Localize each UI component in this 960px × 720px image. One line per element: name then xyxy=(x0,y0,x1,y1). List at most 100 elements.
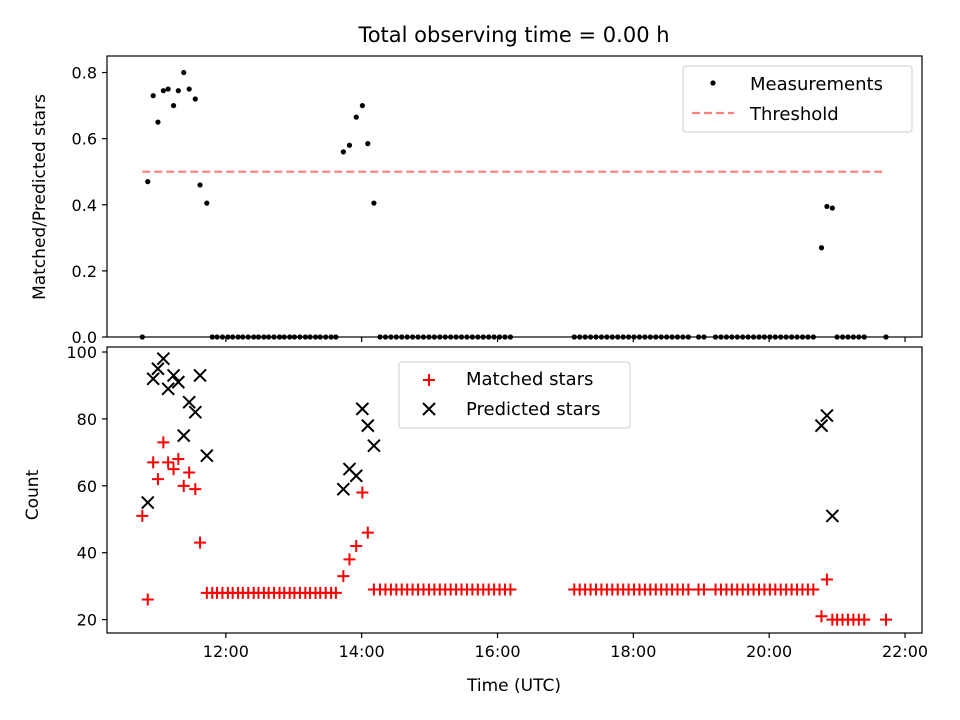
measurement-point xyxy=(155,119,161,125)
bottom-legend-box xyxy=(398,361,631,429)
predicted-legend-label: Predicted stars xyxy=(466,399,600,420)
matched-star-point xyxy=(157,436,170,449)
top-axes-frame xyxy=(106,55,923,338)
top-ytick-label: 0.0 xyxy=(72,328,97,347)
matched-star-point xyxy=(172,453,185,466)
predicted-star-point xyxy=(171,375,186,389)
measurement-point xyxy=(824,203,830,210)
measurements-legend-marker xyxy=(710,80,716,86)
predicted-star-point xyxy=(200,449,214,463)
xtick-label: 18:00 xyxy=(610,642,656,661)
predicted-star-point xyxy=(193,368,207,383)
measurement-point xyxy=(371,200,377,206)
measurement-point xyxy=(818,245,825,251)
bottom-ytick-label: 80 xyxy=(77,410,97,429)
matched-star-point xyxy=(820,573,833,586)
top-ytick-label: 0.2 xyxy=(72,262,97,281)
matched-star-point xyxy=(189,483,202,496)
measurement-point xyxy=(353,114,359,120)
top-ytick-label: 0.8 xyxy=(72,64,97,83)
top-legend-box xyxy=(682,65,913,133)
matched-star-point xyxy=(194,536,207,549)
matched-star-point xyxy=(147,456,160,469)
measurements-legend-label: Measurements xyxy=(750,74,883,95)
xtick-label: 20:00 xyxy=(746,642,792,661)
bottom-ytick-label: 60 xyxy=(77,477,97,496)
bottom-xlabel: Time (UTC) xyxy=(466,676,561,696)
matched-star-point xyxy=(162,456,175,469)
predicted-star-point xyxy=(146,372,160,386)
top-axes: 0.0 0.2 0.4 0.6 0.8 xyxy=(72,55,923,347)
predicted-star-point xyxy=(355,402,370,416)
predicted-star-point xyxy=(156,352,171,366)
matched-star-point xyxy=(343,553,356,566)
matched-star-point xyxy=(177,479,190,492)
measurement-point xyxy=(192,96,198,102)
bottom-legend: Matched stars Predicted stars xyxy=(398,361,631,429)
measurement-point xyxy=(145,179,151,185)
xtick-label: 12:00 xyxy=(203,642,249,661)
matched-star-point xyxy=(880,613,893,626)
measurement-point xyxy=(160,88,166,94)
predicted-star-point xyxy=(177,428,191,443)
matched-star-point xyxy=(361,526,374,539)
matched-star-point xyxy=(167,463,180,476)
chart-title: Total observing time = 0.00 h xyxy=(357,23,669,47)
predicted-star-point xyxy=(814,418,829,433)
matched-star-point xyxy=(136,509,149,522)
measurement-point xyxy=(359,102,365,109)
top-ytick-label: 0.4 xyxy=(72,196,97,215)
measurement-point xyxy=(165,86,171,92)
matched-star-point xyxy=(183,466,196,479)
top-ylabel: Matched/Predicted stars xyxy=(30,94,50,300)
bottom-ytick-label: 40 xyxy=(77,544,97,563)
measurement-point xyxy=(197,182,203,188)
matched-star-point xyxy=(504,583,517,596)
xtick-label: 16:00 xyxy=(474,642,520,661)
matched-star-point xyxy=(697,583,710,596)
top-ytick-label: 0.6 xyxy=(72,130,97,149)
predicted-star-point xyxy=(336,482,351,496)
measurement-point xyxy=(365,141,371,147)
matched-star-point xyxy=(815,610,828,623)
measurement-point xyxy=(346,142,353,148)
matched-star-point xyxy=(151,473,164,486)
matched-legend-marker xyxy=(423,374,435,386)
predicted-legend-marker xyxy=(422,402,436,416)
measurement-point xyxy=(181,69,187,76)
bottom-ytick-label: 20 xyxy=(77,611,97,630)
measurement-point xyxy=(829,205,835,211)
bottom-panel: 20 40 60 80 100 12:00 14:00 16:00 18:00 20:00 22:0… xyxy=(23,343,928,696)
predicted-star-point xyxy=(161,382,175,396)
matched-star-point xyxy=(337,570,350,583)
bottom-series-1 xyxy=(141,352,840,523)
matched-star-point xyxy=(682,583,695,596)
bottom-axes: 20 40 60 80 100 12:00 14:00 16:00 18:00 20:00 22:0… xyxy=(66,343,928,661)
matched-star-point xyxy=(329,586,342,599)
predicted-star-point xyxy=(166,368,181,383)
matched-legend-label: Matched stars xyxy=(466,369,593,390)
top-panel: 0.00.20.40.60.8 Matched/Predicted stars … xyxy=(30,55,923,347)
predicted-star-point xyxy=(182,395,196,409)
xtick-label: 22:00 xyxy=(882,642,928,661)
bottom-axes-frame xyxy=(106,346,923,634)
matched-star-point xyxy=(858,613,871,626)
measurement-point xyxy=(204,200,210,206)
measurement-point xyxy=(175,88,181,94)
bottom-ytick-label: 100 xyxy=(66,343,97,362)
matched-star-point xyxy=(141,593,154,606)
measurement-point xyxy=(340,149,346,155)
bottom-series-0 xyxy=(136,436,893,626)
bottom-plot-area xyxy=(136,352,893,626)
matched-star-point xyxy=(807,583,820,596)
measurement-point xyxy=(150,93,156,99)
xtick-label: 14:00 xyxy=(339,642,385,661)
predicted-star-point xyxy=(141,495,155,510)
predicted-star-point xyxy=(361,418,375,433)
measurement-point xyxy=(186,86,192,92)
predicted-star-point xyxy=(188,405,202,419)
matched-star-point xyxy=(350,540,363,553)
top-legend: Measurements Threshold xyxy=(682,65,913,133)
measurement-point xyxy=(170,102,177,109)
